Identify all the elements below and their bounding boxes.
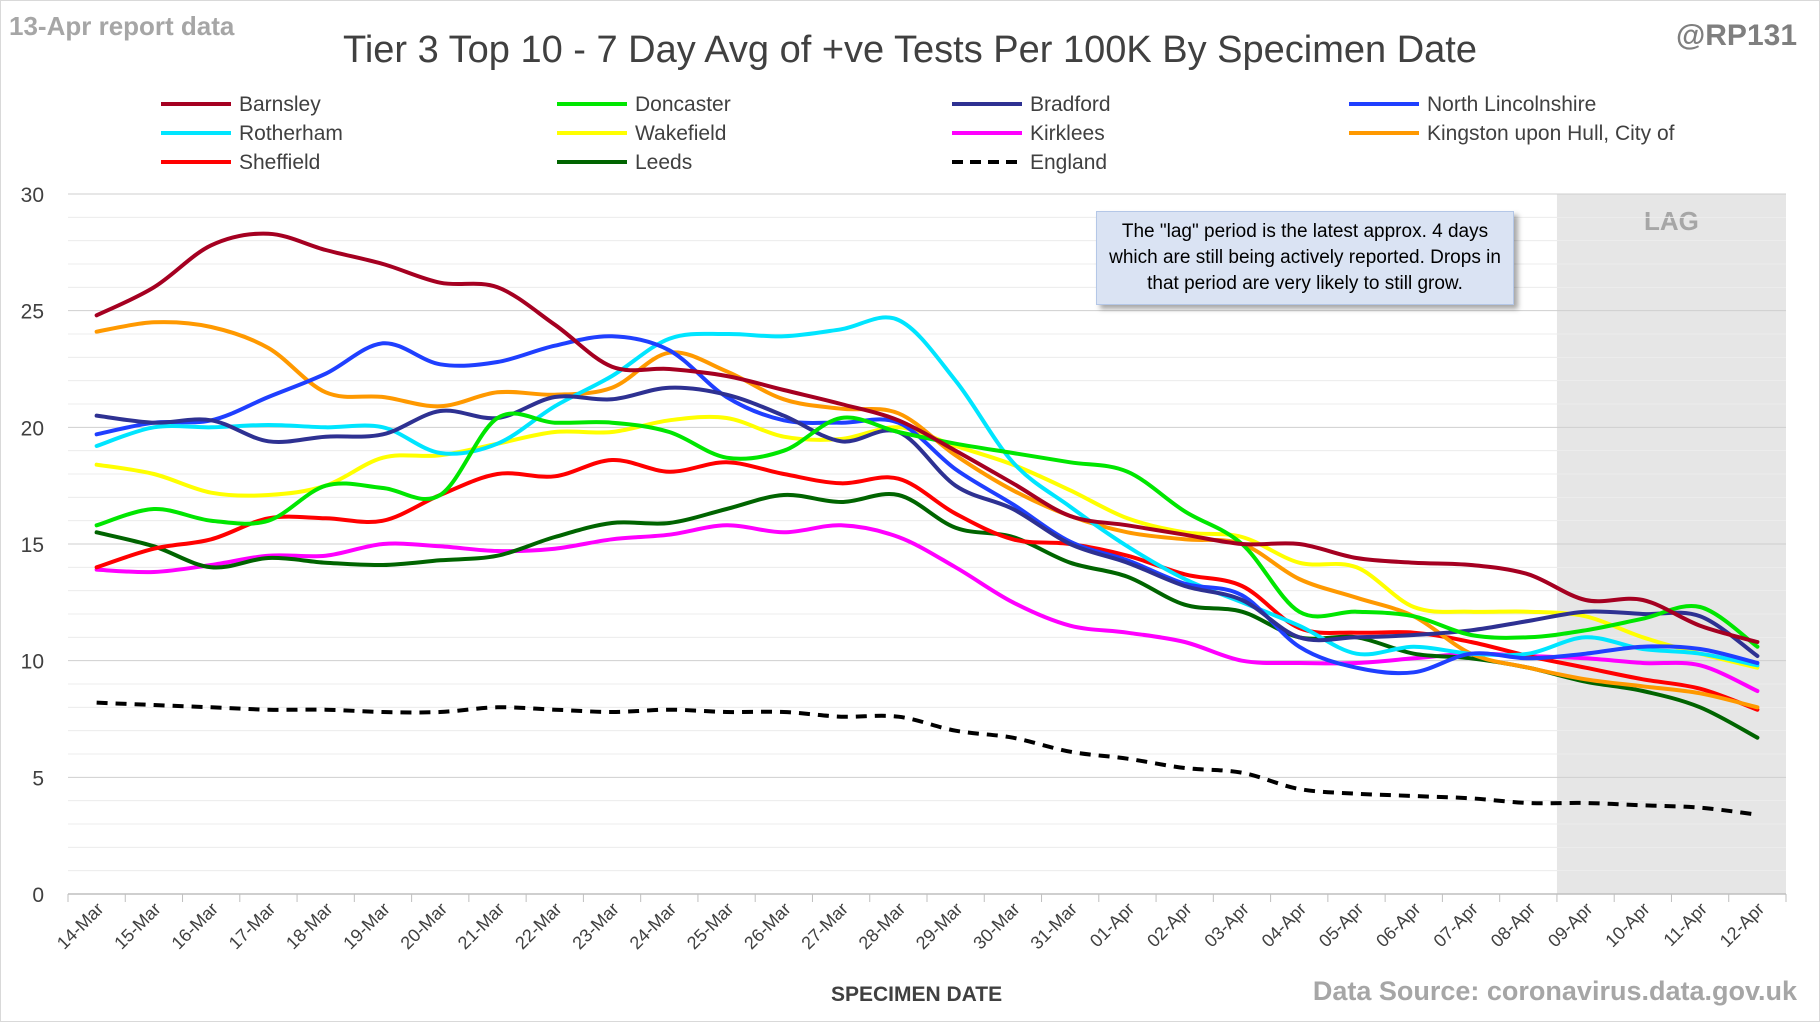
legend-label-kingston-upon-hull-city-of: Kingston upon Hull, City of [1427, 122, 1675, 145]
legend-label-bradford: Bradford [1030, 93, 1111, 116]
x-tick-label: 27-Mar [797, 899, 851, 953]
x-tick-label: 10-Apr [1601, 899, 1653, 951]
x-tick-label: 08-Apr [1487, 899, 1539, 951]
x-tick-label: 18-Mar [282, 899, 336, 953]
legend-label-wakefield: Wakefield [635, 122, 726, 145]
x-tick-label: 17-Mar [225, 899, 279, 953]
x-tick-label: 29-Mar [912, 899, 966, 953]
x-tick-label: 16-Mar [168, 899, 222, 953]
legend-label-barnsley: Barnsley [239, 93, 321, 116]
legend-label-sheffield: Sheffield [239, 151, 320, 174]
x-tick-label: 19-Mar [339, 899, 393, 953]
x-tick-label: 02-Apr [1143, 899, 1195, 951]
x-tick-label: 15-Mar [110, 899, 164, 953]
series-line-north-lincolnshire [94, 334, 1760, 676]
x-tick-label: 07-Apr [1430, 899, 1482, 951]
x-tick-label: 25-Mar [683, 899, 737, 953]
x-tick-label: 06-Apr [1372, 899, 1424, 951]
x-tick-label: 01-Apr [1086, 899, 1138, 951]
x-tick-label: 23-Mar [568, 899, 622, 953]
data-source-label: Data Source: coronavirus.data.gov.uk [1312, 976, 1797, 1006]
series-line-bradford [94, 385, 1760, 658]
x-tick-label: 05-Apr [1315, 899, 1367, 951]
legend-label-north-lincolnshire: North Lincolnshire [1427, 93, 1596, 116]
x-tick-label: 12-Apr [1716, 899, 1768, 951]
x-tick-label: 03-Apr [1200, 899, 1252, 951]
series-line-doncaster [94, 411, 1760, 649]
x-tick-label: 14-Mar [53, 899, 107, 953]
series-line-leeds [94, 492, 1760, 740]
series-line-kirklees [94, 523, 1760, 693]
x-tick-label: 22-Mar [511, 899, 565, 953]
x-tick-label: 20-Mar [397, 899, 451, 953]
y-tick-label: 5 [32, 767, 44, 790]
legend-label-doncaster: Doncaster [635, 93, 731, 116]
y-tick-label: 30 [21, 184, 44, 207]
legend-label-kirklees: Kirklees [1030, 122, 1105, 145]
y-tick-label: 15 [21, 534, 44, 557]
legend-label-england: England [1030, 151, 1107, 174]
y-tick-label: 20 [21, 417, 44, 440]
report-date-label: 13-Apr report data [9, 11, 235, 41]
x-tick-label: 21-Mar [454, 899, 508, 953]
x-tick-label: 09-Apr [1544, 899, 1596, 951]
series-line-barnsley [94, 231, 1760, 644]
x-tick-label: 26-Mar [740, 899, 794, 953]
x-tick-label: 11-Apr [1660, 899, 1711, 950]
y-tick-label: 0 [32, 884, 44, 907]
x-tick-label: 24-Mar [626, 899, 680, 953]
y-tick-label: 25 [21, 301, 44, 324]
lag-note: The "lag" period is the latest approx. 4… [1096, 211, 1514, 305]
lag-label: LAG [1644, 206, 1699, 236]
x-tick-label: 28-Mar [855, 899, 909, 953]
y-tick-label: 10 [21, 651, 44, 674]
x-tick-label: 30-Mar [969, 899, 1023, 953]
x-tick-label: 04-Apr [1258, 899, 1310, 951]
author-handle: @RP131 [1676, 19, 1797, 52]
chart-title: Tier 3 Top 10 - 7 Day Avg of +ve Tests P… [343, 29, 1477, 71]
legend-label-leeds: Leeds [635, 151, 692, 174]
x-tick-label: 31-Mar [1027, 899, 1081, 953]
x-axis-title: SPECIMEN DATE [831, 983, 1003, 1006]
legend-label-rotherham: Rotherham [239, 122, 343, 145]
series-line-sheffield [94, 457, 1760, 712]
series-line-england [96, 700, 1758, 817]
